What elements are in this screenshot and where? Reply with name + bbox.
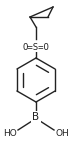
Text: HO: HO (3, 129, 17, 138)
Text: O=S=O: O=S=O (23, 42, 49, 51)
Text: OH: OH (55, 129, 69, 138)
Text: B: B (32, 112, 40, 122)
